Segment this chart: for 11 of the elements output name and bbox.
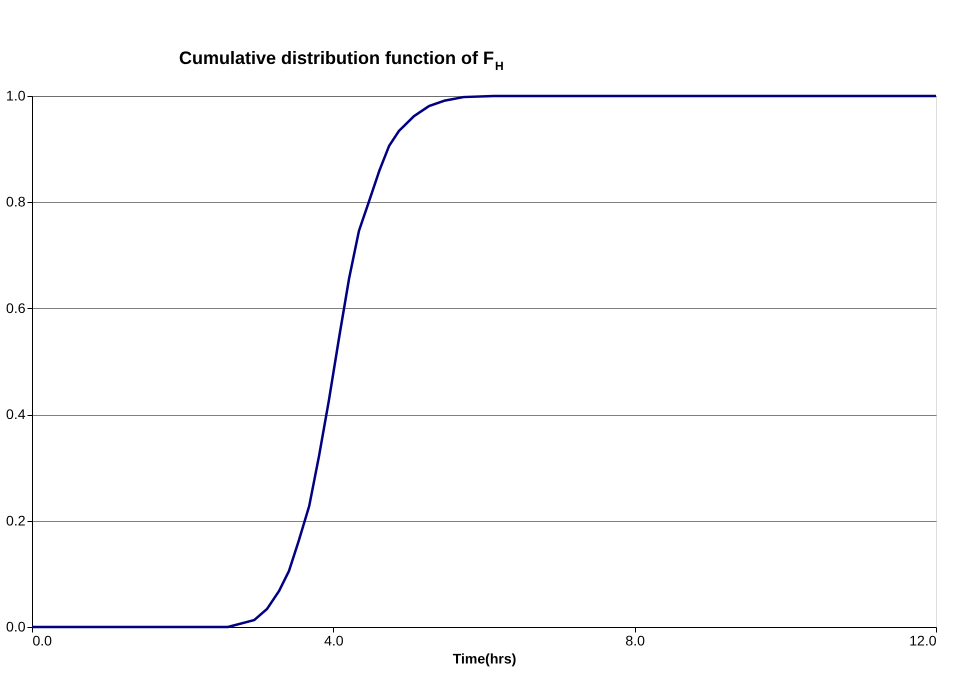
y-tick-label: 0.0 [6, 618, 26, 634]
x-axis-title: Time(hrs) [452, 650, 516, 666]
x-tick-label: 0.0 [32, 632, 52, 648]
x-tick-label: 8.0 [625, 632, 646, 648]
y-tick-label: 0.8 [6, 194, 26, 210]
y-tick-label: 0.2 [6, 512, 26, 528]
y-tick-label: 0.4 [6, 406, 26, 422]
x-tick-label: 4.0 [324, 632, 344, 648]
y-tick-label: 1.0 [6, 88, 26, 104]
x-tick-label: 12.0 [909, 632, 937, 648]
y-tick-label: 0.6 [6, 300, 26, 316]
